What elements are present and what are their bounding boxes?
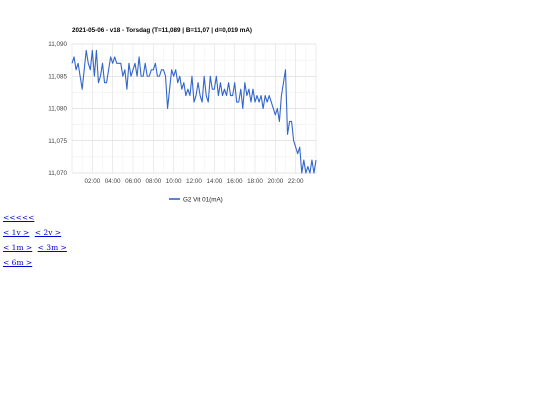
legend-series-label: G2 Vit 01(mA): [183, 197, 223, 204]
nav-row-months: < 1m > < 3m >: [3, 243, 70, 252]
nav-link-all[interactable]: <<<<<: [3, 213, 35, 222]
legend[interactable]: G2 Vit 01(mA): [169, 197, 223, 204]
grid-lines: [71, 43, 317, 174]
x-tick-label: 04:00: [105, 178, 121, 185]
y-axis-labels: 11,090 11,085 11,080 11,075 11,070: [48, 41, 67, 177]
series-layer: [71, 49, 317, 174]
x-tick-label: 06:00: [125, 178, 141, 185]
chart-container: 2021-05-06 - v18 - Torsdag (T=11,089 | B…: [48, 27, 317, 204]
y-tick-label: 11,075: [48, 138, 67, 145]
nav-link-3-months[interactable]: < 3m >: [37, 243, 67, 252]
nav-row-6-months: < 6m >: [3, 258, 35, 267]
y-tick-label: 11,070: [48, 170, 67, 177]
x-tick-label: 08:00: [145, 178, 161, 185]
y-tick-label: 11,085: [48, 73, 67, 80]
x-tick-label: 22:00: [288, 178, 304, 185]
nav-link-6-months[interactable]: < 6m >: [3, 258, 33, 267]
x-tick-label: 12:00: [186, 178, 202, 185]
x-tick-label: 18:00: [247, 178, 263, 185]
y-tick-label: 11,080: [48, 106, 67, 113]
y-tick-label: 11,090: [48, 41, 67, 48]
nav-link-1-month[interactable]: < 1m >: [3, 243, 33, 252]
x-tick-label: 02:00: [84, 178, 100, 185]
nav-link-1-week[interactable]: < 1v >: [3, 228, 30, 237]
line-chart: 2021-05-06 - v18 - Torsdag (T=11,089 | B…: [48, 27, 317, 204]
chart-title: 2021-05-06 - v18 - Torsdag (T=11,089 | B…: [72, 27, 252, 34]
x-tick-label: 20:00: [267, 178, 283, 185]
x-tick-label: 14:00: [206, 178, 222, 185]
nav-link-2-weeks[interactable]: < 2v >: [34, 228, 62, 237]
nav-row-all: <<<<<: [3, 213, 37, 222]
nav-row-weeks: < 1v > < 2v >: [3, 228, 64, 237]
x-axis-labels: 02:00 04:00 06:00 08:00 10:00 12:00 14:00 16:00…: [84, 178, 304, 185]
x-tick-label: 10:00: [166, 178, 182, 185]
series-line: [71, 49, 317, 174]
x-tick-label: 16:00: [227, 178, 243, 185]
